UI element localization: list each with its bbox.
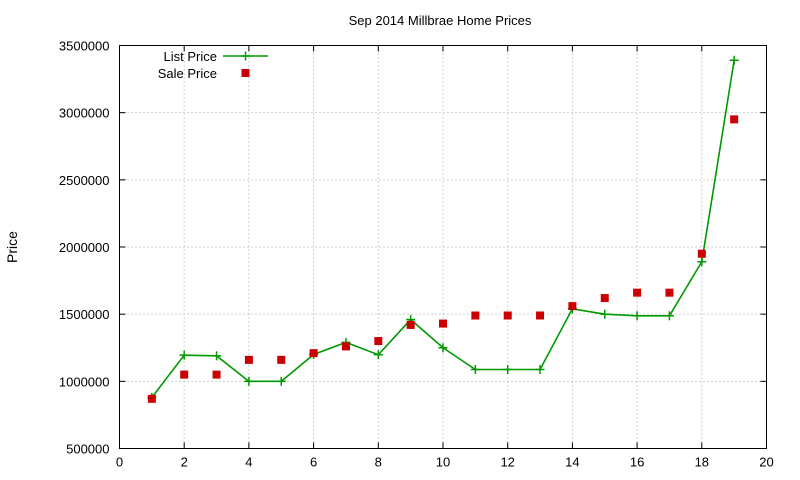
sale-price-point: [309, 349, 318, 358]
list-price-point: [697, 257, 707, 267]
sale-price-point: [374, 337, 383, 346]
x-tick-label: 8: [375, 455, 382, 470]
legend-marker: [241, 51, 250, 61]
list-price-point: [373, 350, 383, 360]
sale-price-point: [503, 311, 512, 320]
list-price-point: [438, 343, 448, 353]
list-price-point: [470, 365, 480, 375]
list-price-point: [535, 365, 545, 375]
grid: [119, 45, 767, 449]
y-tick-label: 1000000: [59, 374, 110, 389]
list-price-point: [179, 350, 189, 360]
sale-price-point: [633, 288, 642, 297]
legend-label: List Price: [164, 49, 217, 64]
sale-price-point: [244, 355, 253, 364]
x-tick-label: 6: [310, 455, 317, 470]
list-price-point: [212, 351, 222, 361]
sale-price-point: [147, 394, 156, 403]
x-tick-label: 12: [500, 455, 514, 470]
legend: List Price Sale Price: [158, 49, 268, 81]
x-tick-label: 14: [565, 455, 579, 470]
list-price-point: [503, 365, 513, 375]
sale-price-point: [730, 115, 739, 124]
x-tick-label: 16: [630, 455, 644, 470]
y-axis-title: Price: [4, 231, 20, 263]
sale-price-point: [406, 320, 415, 329]
legend-marker: [241, 69, 250, 77]
chart-title: Sep 2014 Millbrae Home Prices: [349, 13, 532, 28]
x-tick-label: 2: [181, 455, 188, 470]
sale-price-point: [568, 302, 577, 311]
plot-frame: [119, 45, 767, 449]
sale-price-point: [439, 319, 447, 328]
axis-ticks: 0 2 4 6 8 10 12 14 16 18 20 500000 1000000 1500000 200…: [59, 39, 774, 470]
y-tick-label: 2000000: [59, 240, 110, 255]
legend-label: Sale Price: [158, 66, 217, 81]
list-price-point: [664, 311, 674, 321]
y-tick-label: 1500000: [59, 307, 110, 322]
sale-price-point: [697, 249, 706, 258]
sale-price-point: [600, 294, 609, 303]
sale-price-point: [471, 311, 480, 320]
y-tick-label: 3500000: [59, 39, 110, 54]
sale-price-point: [180, 370, 189, 379]
y-tick-label: 500000: [66, 442, 109, 457]
list-price-point: [244, 376, 254, 386]
list-price-point: [632, 311, 642, 321]
x-tick-label: 4: [245, 455, 252, 470]
list-price-point: [600, 309, 610, 319]
sale-price-point: [341, 342, 350, 351]
list-price-point: [729, 55, 739, 65]
sale-price-point: [212, 370, 221, 379]
list-price-point: [276, 376, 286, 386]
y-tick-label: 3000000: [59, 106, 110, 121]
sale-price-point: [277, 355, 286, 364]
x-tick-label: 20: [759, 455, 773, 470]
sale-price-point: [665, 288, 674, 297]
series-layer: [147, 55, 739, 403]
x-tick-label: 18: [695, 455, 709, 470]
x-tick-label: 0: [116, 455, 123, 470]
sale-price-point: [536, 311, 545, 320]
y-tick-label: 2500000: [59, 173, 110, 188]
x-tick-label: 10: [436, 455, 450, 470]
